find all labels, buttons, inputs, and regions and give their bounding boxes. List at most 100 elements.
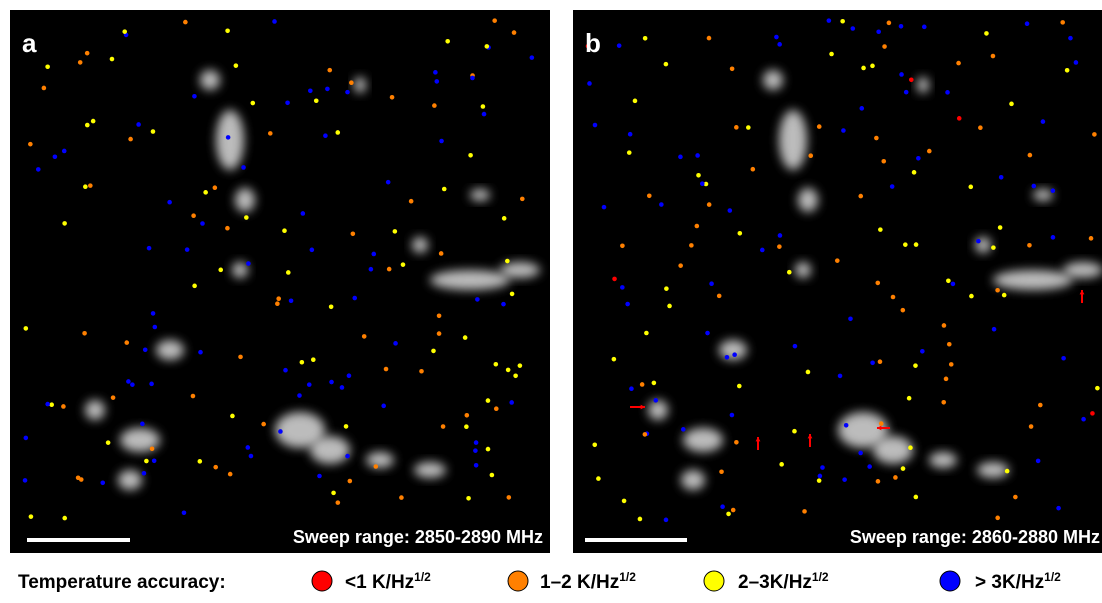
nv-dot [436, 313, 442, 319]
nv-dot [244, 215, 249, 220]
nv-dot [373, 464, 379, 469]
nv-dot [596, 476, 601, 481]
cell-glow [310, 436, 350, 464]
cell-glow [120, 428, 160, 452]
nv-dot [908, 445, 913, 450]
nv-dot [732, 352, 737, 358]
nv-dot [335, 500, 341, 505]
nv-dot [146, 245, 152, 251]
nv-dot [616, 43, 622, 48]
nv-dot [212, 185, 218, 190]
nv-dot [968, 184, 974, 190]
nv-dot [151, 458, 157, 464]
nv-dot [995, 515, 1000, 521]
cell-glow [779, 110, 807, 170]
nv-dot [585, 43, 591, 49]
nv-dot [441, 186, 447, 192]
cell-glow [917, 77, 929, 93]
legend-swatch [311, 570, 333, 592]
nv-dot [774, 34, 779, 40]
nv-dot [664, 286, 669, 291]
arrow-head [807, 434, 813, 439]
cell-glow [873, 436, 913, 464]
nv-dot [1073, 60, 1079, 65]
nv-dot [501, 216, 507, 221]
nv-dot [233, 63, 239, 68]
nv-dot [385, 179, 391, 185]
nv-dot [492, 18, 497, 23]
nv-dot [399, 495, 404, 500]
nv-dot [82, 330, 87, 336]
nv-dot [77, 60, 83, 65]
nv-dot [511, 30, 517, 35]
nv-dot [900, 307, 906, 313]
cell-glow [763, 70, 783, 90]
cell-glow [681, 470, 705, 490]
nv-dot [285, 100, 290, 106]
arrow-head [755, 437, 761, 442]
nv-dot [969, 293, 974, 299]
cell-glow [500, 262, 540, 278]
nv-dot [506, 495, 512, 500]
nv-dot [644, 330, 649, 336]
nv-dot [149, 446, 155, 452]
nv-dot [481, 111, 487, 117]
nv-dot [434, 79, 440, 84]
nv-dot [705, 330, 710, 336]
nv-dot [843, 422, 849, 428]
cell-glow [275, 412, 325, 448]
nv-dot [1060, 20, 1066, 25]
nv-dot [350, 231, 356, 237]
nv-dot [90, 118, 96, 124]
nv-dot [736, 383, 742, 389]
cell-glow [156, 340, 184, 360]
nv-dot [225, 135, 231, 140]
nv-dot [1050, 188, 1056, 194]
cell-glow [1033, 189, 1053, 201]
nv-dot [948, 362, 954, 367]
nv-dot [760, 247, 765, 253]
nv-dot [875, 479, 881, 484]
nv-dot [285, 270, 291, 275]
nv-dot [642, 432, 648, 437]
nv-dot [724, 354, 730, 360]
nv-dot [920, 349, 925, 354]
cell-glow [366, 452, 394, 468]
nv-dot [282, 228, 287, 234]
nv-dot [779, 462, 784, 467]
cell-glow [354, 77, 366, 93]
nv-dot [945, 90, 950, 95]
cell-glow [977, 462, 1009, 478]
arrow-head [877, 425, 882, 431]
nv-dot [509, 400, 514, 405]
legend-title: Temperature accuracy: [18, 572, 226, 593]
nv-dot [352, 295, 358, 301]
nv-dot [908, 77, 914, 83]
legend-superscript: 1/2 [414, 570, 431, 584]
nv-dot [470, 75, 475, 81]
legend-superscript: 1/2 [1044, 570, 1061, 584]
nv-dot [903, 89, 909, 95]
panel-b-image [585, 18, 1102, 523]
nv-dot [817, 473, 823, 479]
nv-dot [349, 80, 354, 86]
nv-dot [218, 267, 224, 273]
nv-dot [509, 291, 515, 297]
cell-glow [648, 400, 668, 420]
nv-dot [381, 403, 386, 409]
nv-dot [84, 50, 90, 56]
nv-dot [1035, 458, 1041, 464]
nv-dot [792, 343, 798, 349]
nv-dot [629, 386, 634, 391]
nv-dot [400, 262, 406, 267]
nv-dot [245, 445, 251, 450]
nv-dot [990, 53, 996, 59]
nv-dot [637, 516, 643, 522]
panel-a-image [22, 18, 540, 521]
cell-glow [993, 270, 1073, 290]
nv-dot [611, 356, 617, 362]
nv-dot [513, 373, 518, 379]
nv-dot [464, 413, 470, 418]
nv-dot [347, 478, 353, 484]
cell-glow [1063, 262, 1102, 278]
